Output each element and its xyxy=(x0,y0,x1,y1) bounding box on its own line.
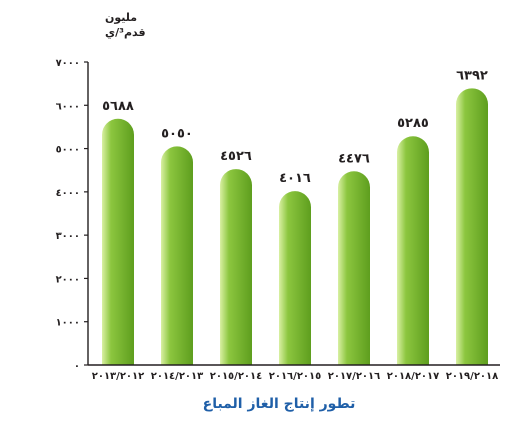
bar-value-label: ٦٣٩٢ xyxy=(456,68,488,83)
bar xyxy=(102,118,134,365)
bars-group xyxy=(102,88,488,365)
y-tick-label: ٧٠٠٠ xyxy=(56,58,80,69)
y-tick-label: ٥٠٠٠ xyxy=(56,145,80,156)
bar xyxy=(161,146,193,365)
y-tick-label: ٢٠٠٠ xyxy=(56,274,80,285)
y-tick-label: ٠ xyxy=(74,361,80,372)
x-tick-label: ٢٠١٩/٢٠١٨ xyxy=(446,371,498,382)
bar xyxy=(456,88,488,365)
x-tick-label: ٢٠١٧/٢٠١٦ xyxy=(328,371,380,382)
y-axis-unit-line1: مليون xyxy=(105,11,137,24)
bar xyxy=(397,136,429,365)
bar-value-label: ٥٠٥٠ xyxy=(161,126,193,141)
y-tick-label: ٣٠٠٠ xyxy=(56,231,80,242)
x-tick-label: ٢٠١٣/٢٠١٢ xyxy=(92,371,144,382)
y-axis-unit-line2: قدم³/ي xyxy=(105,26,146,39)
x-axis-labels: ٢٠١٣/٢٠١٢ ٢٠١٤/٢٠١٣ ٢٠١٥/٢٠١٤ ٢٠١٦/٢٠١٥ ٢٠١٧… xyxy=(92,371,498,382)
bar-value-label: ٥٢٨٥ xyxy=(397,116,429,131)
value-labels-group: ٥٦٨٨ ٥٠٥٠ ٤٥٢٦ ٤٠١٦ ٤٤٧٦ ٥٢٨٥ ٦٣٩٢ xyxy=(102,68,488,186)
y-tick-label: ١٠٠٠ xyxy=(56,318,80,329)
bar-value-label: ٥٦٨٨ xyxy=(102,99,134,114)
bar-value-label: ٤٤٧٦ xyxy=(338,151,370,166)
x-tick-label: ٢٠١٥/٢٠١٤ xyxy=(210,371,262,382)
chart-title: تطور إنتاج الغاز المباع xyxy=(203,396,356,412)
x-tick-label: ٢٠١٦/٢٠١٥ xyxy=(269,371,321,382)
bar-value-label: ٤٥٢٦ xyxy=(220,149,252,164)
x-tick-label: ٢٠١٤/٢٠١٣ xyxy=(151,371,203,382)
bar-value-label: ٤٠١٦ xyxy=(279,171,311,186)
x-tick-label: ٢٠١٨/٢٠١٧ xyxy=(387,371,439,382)
bar xyxy=(279,191,311,365)
bar xyxy=(338,171,370,365)
y-tick-label: ٤٠٠٠ xyxy=(56,188,80,199)
y-axis-ticks: ٠ ١٠٠٠ ٢٠٠٠ ٣٠٠٠ ٤٠٠٠ ٥٠٠٠ ٦٠٠٠ ٧٠٠٠ xyxy=(56,58,88,372)
bar xyxy=(220,169,252,365)
y-tick-label: ٦٠٠٠ xyxy=(56,101,80,112)
